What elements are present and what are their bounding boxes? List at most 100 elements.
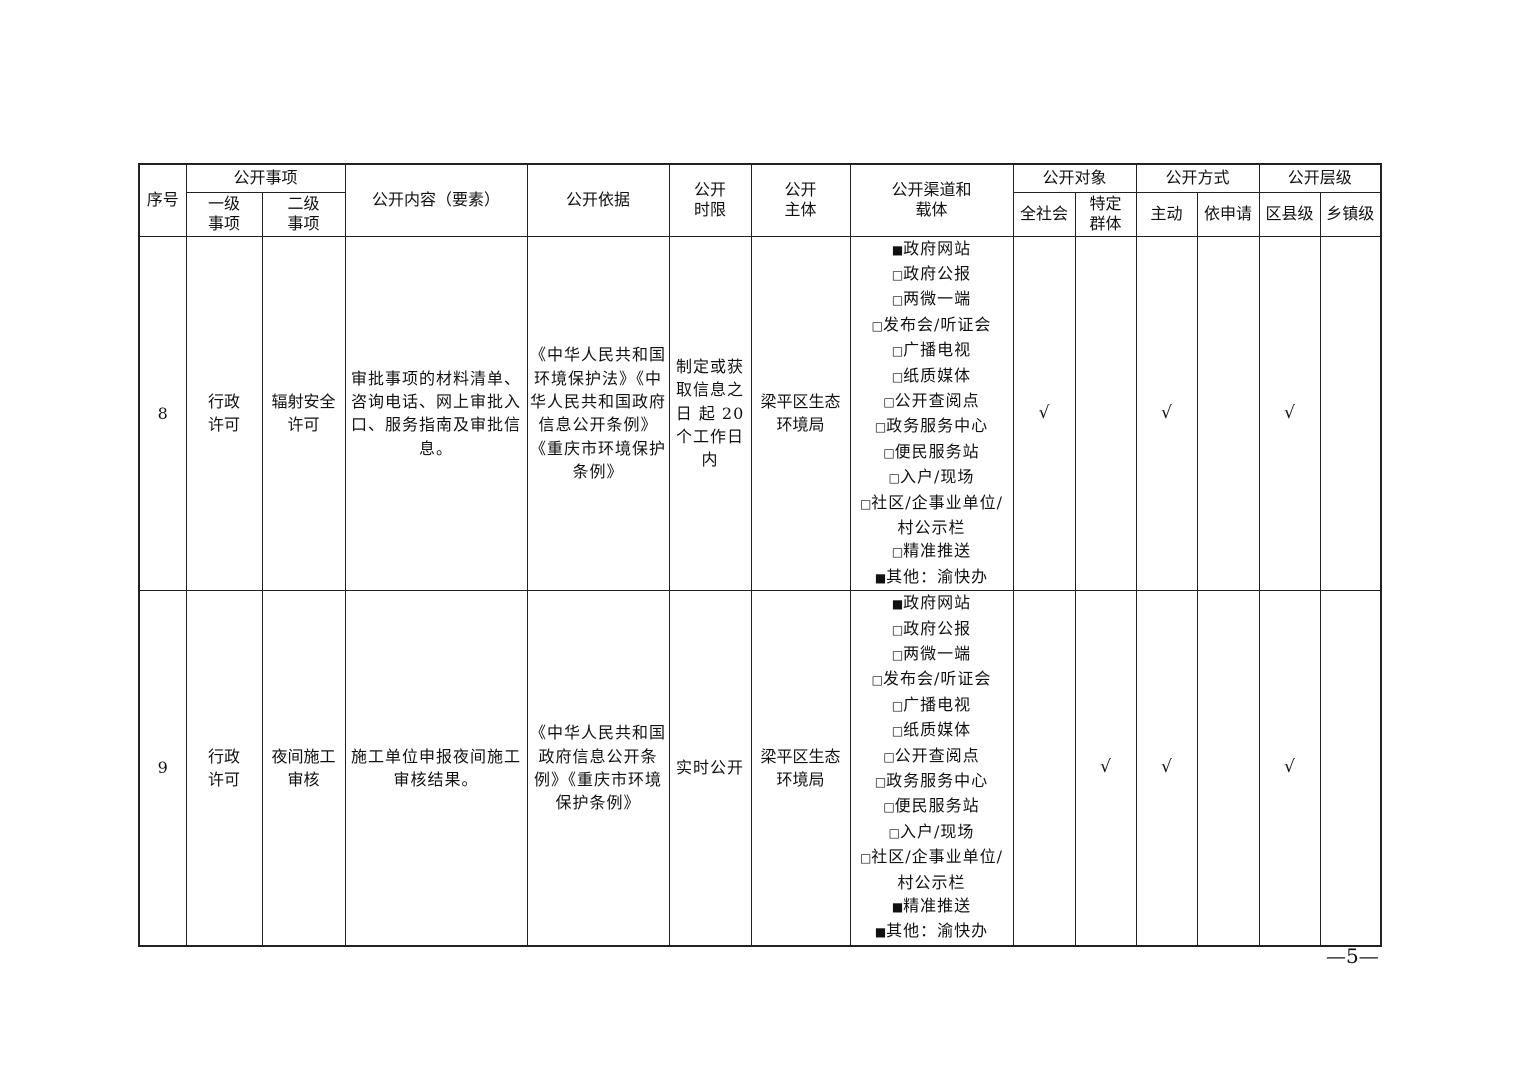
header-basis: 公开依据 [526, 163, 670, 237]
header-item-group: 公开事项 [185, 163, 346, 193]
cell-level1: 行政 许可 [185, 590, 263, 947]
channel-item: □纸质媒体 [853, 364, 1011, 389]
unchecked-box-icon: □ [891, 344, 904, 359]
unchecked-box-icon: □ [874, 775, 887, 790]
header-time-limit: 公开 时限 [668, 163, 752, 237]
channel-item: ■其他：渝快办 [853, 919, 1011, 944]
disclosure-table: 序号 公开事项 公开内容（要素） 公开依据 公开 时限 公开 主体 公开渠道和 … [138, 163, 1383, 947]
unchecked-box-icon: □ [883, 445, 895, 460]
channel-item: □政务服务中心 [853, 769, 1011, 794]
unchecked-box-icon: □ [891, 545, 904, 560]
channel-label: 政府公报 [903, 263, 972, 283]
channel-item: ■其他：渝快办 [853, 565, 1011, 590]
channel-label: 广播电视 [903, 340, 972, 360]
header-level1: 一级 事项 [185, 191, 263, 237]
header-level-district: 区县级 [1258, 191, 1321, 237]
channel-label: 政府网站 [903, 593, 972, 613]
channel-item: □便民服务站 [853, 794, 1011, 819]
channel-label: 入户/现场 [899, 467, 975, 487]
channel-item: □入户/现场 [853, 820, 1011, 845]
channel-label: 两微一端 [903, 644, 972, 663]
unchecked-box-icon: □ [871, 318, 883, 333]
header-method-active: 主动 [1135, 191, 1198, 237]
channel-item: □广播电视 [853, 693, 1011, 718]
checked-box-icon: ■ [891, 242, 904, 257]
unchecked-box-icon: □ [891, 267, 904, 282]
header-method-request: 依申请 [1196, 191, 1260, 237]
cell-level2: 夜间施工 审核 [261, 590, 346, 947]
checked-box-icon: ■ [874, 925, 887, 940]
channel-item: □政府公报 [853, 262, 1011, 287]
cell-method-request [1196, 235, 1260, 592]
channel-item: □政府公报 [853, 617, 1011, 642]
channel-label: 政务服务中心 [886, 771, 989, 791]
header-method-group: 公开方式 [1135, 163, 1260, 193]
checked-box-icon: ■ [874, 570, 887, 585]
channel-label: 纸质媒体 [903, 720, 972, 740]
channel-label: 广播电视 [903, 694, 972, 714]
channel-label: 精准推送 [903, 896, 972, 916]
channel-label: 便民服务站 [894, 796, 980, 816]
cell-time-limit: 实时公开 [668, 590, 752, 947]
cell-target-specific [1074, 235, 1137, 592]
unchecked-box-icon: □ [888, 471, 900, 486]
cell-level-district: √ [1258, 235, 1321, 592]
header-row-1: 序号 公开事项 公开内容（要素） 公开依据 公开 时限 公开 主体 公开渠道和 … [138, 163, 1382, 237]
cell-target-specific: √ [1074, 590, 1137, 947]
table-row: 9 行政 许可 夜间施工 审核 施工单位申报夜间施工审核结果。 《中华人民共和国… [138, 590, 1382, 947]
channel-label: 公开查阅点 [894, 745, 980, 765]
channel-item: □发布会/听证会 [853, 313, 1011, 338]
channel-item: □公开查阅点 [853, 389, 1011, 414]
channel-item: □两微一端 [853, 642, 1011, 667]
page-number: —5— [1326, 944, 1379, 968]
cell-method-active: √ [1135, 590, 1198, 947]
channel-item: ■政府网站 [853, 592, 1011, 617]
channel-label: 纸质媒体 [903, 365, 972, 385]
cell-subject: 梁平区生态 环境局 [750, 590, 851, 947]
cell-time-limit: 制定或获取信息之日 起 20 个工作日内 [668, 235, 752, 592]
unchecked-box-icon: □ [891, 293, 904, 308]
channel-item: □便民服务站 [853, 440, 1011, 465]
unchecked-box-icon: □ [891, 724, 904, 739]
cell-content: 审批事项的材料清单、咨询电话、网上审批入口、服务指南及审批信息。 [344, 235, 528, 592]
unchecked-box-icon: □ [871, 673, 883, 688]
cell-method-request [1196, 590, 1260, 947]
cell-level-town [1319, 235, 1382, 592]
cell-level-town [1319, 590, 1382, 947]
header-content: 公开内容（要素） [344, 163, 528, 237]
unchecked-box-icon: □ [891, 698, 904, 713]
channel-label: 两微一端 [903, 289, 972, 309]
unchecked-box-icon: □ [859, 496, 872, 511]
header-row-2: 一级 事项 二级 事项 全社会 特定 群体 主动 依申请 区县级 乡镇级 [139, 191, 1382, 237]
header-seq: 序号 [138, 163, 187, 237]
channel-label: 社区/企事业单位/ 村公示栏 [871, 492, 1004, 537]
cell-target-all: √ [1012, 235, 1076, 592]
header-level-group: 公开层级 [1258, 163, 1382, 193]
header-subject: 公开 主体 [750, 163, 851, 237]
cell-method-active: √ [1135, 235, 1198, 592]
unchecked-box-icon: □ [888, 825, 900, 840]
unchecked-box-icon: □ [891, 622, 904, 637]
header-level-town: 乡镇级 [1319, 191, 1382, 237]
header-target-group: 公开对象 [1012, 163, 1137, 193]
cell-level-district: √ [1258, 590, 1321, 947]
channel-label: 精准推送 [903, 541, 972, 561]
cell-content: 施工单位申报夜间施工审核结果。 [344, 590, 528, 947]
unchecked-box-icon: □ [891, 648, 904, 662]
channel-item: □精准推送 [853, 539, 1011, 564]
channel-label: 便民服务站 [894, 441, 980, 461]
unchecked-box-icon: □ [883, 800, 895, 815]
channel-item: □广播电视 [853, 338, 1011, 363]
channel-item: □发布会/听证会 [853, 667, 1011, 692]
checked-box-icon: ■ [891, 900, 904, 915]
cell-basis: 《中华人民共和国环境保护法》《中华人民共和国政府信息公开条例》《重庆市环境保护条… [526, 235, 670, 592]
channel-label: 入户/现场 [899, 821, 975, 841]
cell-seq: 9 [138, 590, 187, 947]
unchecked-box-icon: □ [874, 420, 887, 435]
header-target-all: 全社会 [1012, 191, 1076, 237]
cell-target-all [1012, 590, 1076, 947]
checked-box-icon: ■ [891, 597, 904, 612]
channel-item: □纸质媒体 [853, 718, 1011, 743]
channel-label: 公开查阅点 [894, 390, 980, 410]
channel-label: 发布会/听证会 [882, 669, 992, 689]
